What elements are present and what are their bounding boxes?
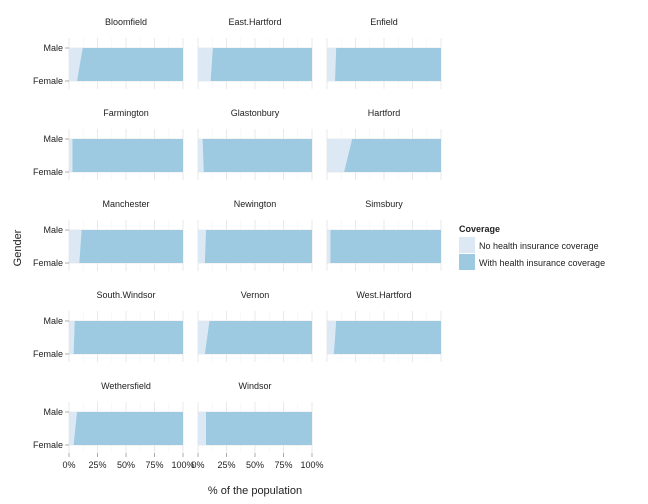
area-with-coverage: [204, 230, 312, 263]
x-tick-label: 25%: [217, 460, 235, 470]
area-with-coverage: [334, 48, 441, 81]
y-tick-label: Male: [43, 407, 63, 417]
area-no-coverage: [198, 139, 204, 172]
panel-farmington: Farmington Male Female: [33, 108, 184, 180]
x-tick-label: 50%: [117, 460, 135, 470]
facet-label: Enfield: [370, 17, 398, 27]
facet-label: Wethersfield: [101, 381, 151, 391]
panel-glastonbury: Glastonbury: [197, 108, 313, 180]
x-tick-label: 100%: [300, 460, 323, 470]
legend-swatch-no-coverage: [459, 237, 475, 253]
x-tick-label: 0%: [191, 460, 204, 470]
area-no-coverage: [327, 139, 353, 172]
area-with-coverage: [76, 48, 183, 81]
y-tick-label: Male: [43, 225, 63, 235]
facet-label: Newington: [234, 199, 277, 209]
legend: Coverage No health insurance coverage Wi…: [459, 224, 605, 270]
legend-label-with-coverage: With health insurance coverage: [479, 258, 605, 268]
area-no-coverage: [69, 412, 77, 445]
panel-west-hartford: West.Hartford: [326, 290, 442, 362]
x-tick-label: 50%: [246, 460, 264, 470]
area-no-coverage: [69, 48, 83, 81]
panel-bloomfield: Bloomfield Male Female: [33, 17, 184, 89]
area-with-coverage: [333, 321, 441, 354]
area-with-coverage: [210, 48, 312, 81]
y-tick-label: Female: [33, 349, 63, 359]
y-tick-label: Male: [43, 43, 63, 53]
area-no-coverage: [69, 139, 73, 172]
facet-label: Simsbury: [365, 199, 403, 209]
area-no-coverage: [327, 321, 337, 354]
area-no-coverage: [198, 48, 213, 81]
area-with-coverage: [73, 321, 183, 354]
area-no-coverage: [69, 321, 75, 354]
panel-wethersfield: Wethersfield Male Female: [33, 381, 184, 453]
facet-label: South.Windsor: [96, 290, 155, 300]
legend-swatch-with-coverage: [459, 254, 475, 270]
panel-simsbury: Simsbury: [326, 199, 442, 271]
legend-label-no-coverage: No health insurance coverage: [479, 241, 599, 251]
panel-east-hartford: East.Hartford: [197, 17, 313, 89]
area-with-coverage: [73, 412, 183, 445]
panel-south-windsor: South.Windsor Male Female: [33, 290, 184, 362]
panel-enfield: Enfield: [326, 17, 442, 89]
x-tick-label: 75%: [145, 460, 163, 470]
facet-label: Hartford: [368, 108, 401, 118]
legend-title: Coverage: [459, 224, 500, 234]
area-no-coverage: [327, 48, 337, 81]
area-with-coverage: [205, 412, 312, 445]
facet-label: Vernon: [241, 290, 270, 300]
x-tick-label: 25%: [88, 460, 106, 470]
panel-manchester: Manchester Male Female: [33, 199, 184, 271]
area-no-coverage: [69, 230, 82, 263]
y-tick-label: Female: [33, 258, 63, 268]
x-tick-label: 100%: [171, 460, 194, 470]
area-with-coverage: [79, 230, 183, 263]
y-tick-label: Female: [33, 76, 63, 86]
x-axis-title: % of the population: [208, 485, 302, 497]
facet-label: Bloomfield: [105, 17, 147, 27]
panel-hartford: Hartford: [326, 108, 442, 180]
area-no-coverage: [327, 230, 331, 263]
facet-panels: Bloomfield Male Female East.Hartford Enfield…: [33, 17, 442, 470]
facet-label: Windsor: [238, 381, 271, 391]
y-tick-label: Female: [33, 440, 63, 450]
x-tick-label: 0%: [62, 460, 75, 470]
facet-label: Farmington: [103, 108, 149, 118]
facet-label: West.Hartford: [356, 290, 411, 300]
facet-label: Manchester: [102, 199, 149, 209]
y-tick-label: Male: [43, 134, 63, 144]
y-tick-label: Female: [33, 167, 63, 177]
panel-vernon: Vernon: [197, 290, 313, 362]
area-with-coverage: [330, 230, 441, 263]
x-tick-label: 75%: [274, 460, 292, 470]
area-no-coverage: [198, 230, 206, 263]
area-no-coverage: [198, 412, 206, 445]
area-with-coverage: [204, 321, 312, 354]
facet-label: Glastonbury: [231, 108, 280, 118]
area-with-coverage: [202, 139, 312, 172]
y-axis-title: Gender: [12, 229, 24, 266]
area-with-coverage: [72, 139, 183, 172]
facet-label: East.Hartford: [228, 17, 281, 27]
panel-newington: Newington: [197, 199, 313, 271]
y-tick-label: Male: [43, 316, 63, 326]
area-with-coverage: [344, 139, 441, 172]
panel-windsor: Windsor: [197, 381, 313, 453]
area-no-coverage: [198, 321, 210, 354]
